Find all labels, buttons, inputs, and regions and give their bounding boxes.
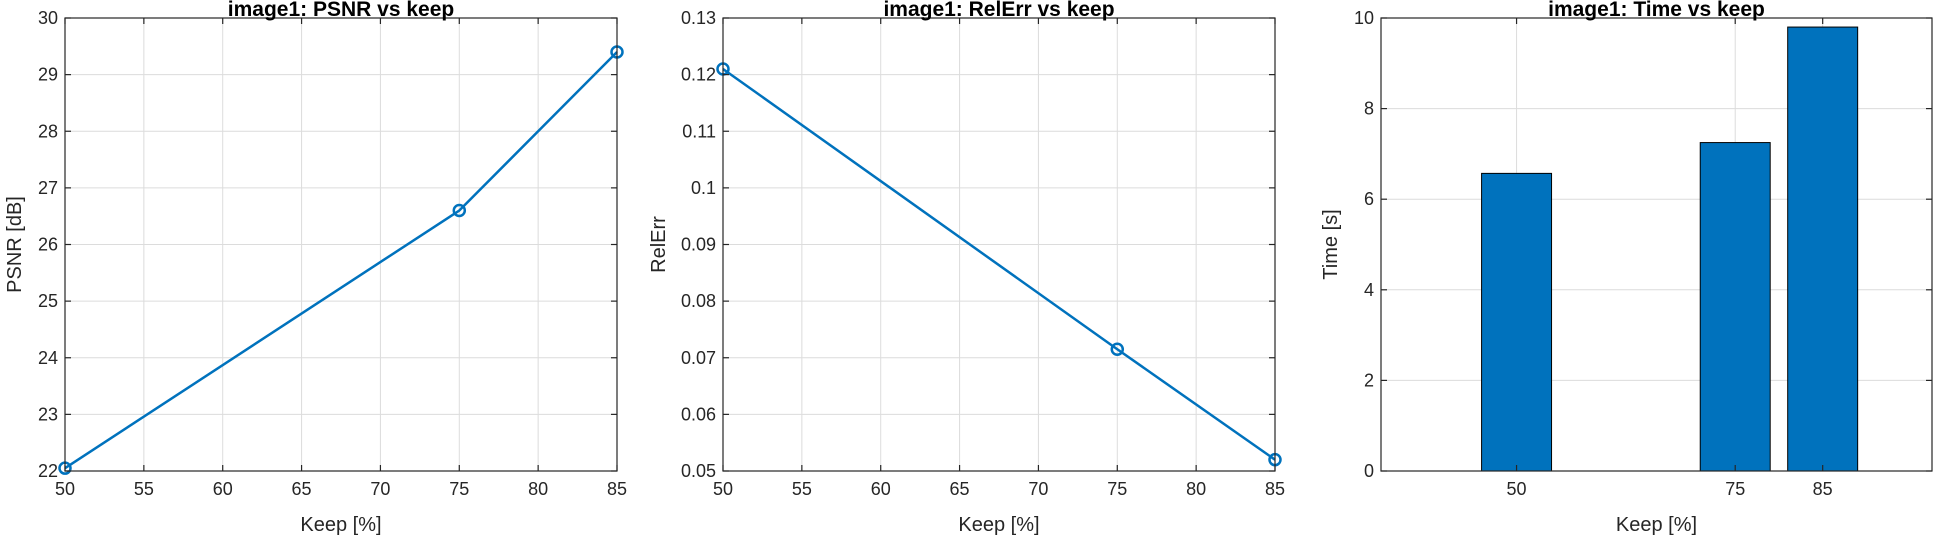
x-tick-label: 50 [55,479,75,499]
bar [1699,142,1771,472]
y-tick-label: 30 [38,8,58,28]
y-tick-label: 2 [1364,370,1374,390]
bar [1787,26,1859,472]
x-tick-label: 55 [134,479,154,499]
y-tick-label: 10 [1354,8,1374,28]
y-tick-label: 0.1 [691,178,716,198]
plot-area [1481,26,1859,472]
y-tick-label: 0 [1364,461,1374,481]
y-tick-label: 0.12 [681,65,716,85]
y-tick-label: 0.11 [682,121,716,141]
ticks: 50 55 60 65 70 75 80 85 0.05 0.06 0.07 0.08 0.09 0.1 0… [681,8,1285,499]
y-tick-label: 6 [1364,189,1374,209]
psnr-chart: 50 55 60 65 70 75 80 85 22 23 24 25 26 27 28 29 30 image… [4,0,627,536]
y-tick-label: 26 [38,235,58,255]
y-tick-label: 0.05 [681,461,716,481]
y-tick-label: 0.09 [681,235,716,255]
x-tick-label: 80 [1186,479,1206,499]
x-tick-label: 85 [1265,479,1285,499]
x-axis-label: Keep [%] [1616,514,1697,536]
x-axis-label: Keep [%] [300,514,381,536]
y-tick-label: 25 [38,291,58,311]
x-tick-label: 65 [292,479,312,499]
y-tick-label: 27 [38,178,58,198]
y-tick-label: 8 [1364,99,1374,119]
x-tick-label: 70 [370,479,390,499]
x-tick-label: 60 [871,479,891,499]
y-tick-label: 24 [38,348,58,368]
y-tick-label: 29 [38,65,58,85]
x-tick-label: 55 [792,479,812,499]
x-tick-label: 75 [1107,479,1127,499]
series-line [64,51,618,470]
x-tick-label: 80 [528,479,548,499]
chart-title: image1: Time vs keep [1548,0,1765,21]
axes-frame [1380,17,1933,472]
bar [1481,172,1553,472]
y-tick-label: 0.06 [681,404,716,424]
x-tick-label: 85 [607,479,627,499]
y-tick-label: 0.08 [681,291,716,311]
y-tick-label: 28 [38,121,58,141]
x-axis-label: Keep [%] [958,514,1039,536]
y-tick-label: 0.07 [681,348,716,368]
grid [64,17,618,472]
y-tick-label: 22 [38,461,58,481]
y-axis-label: RelErr [648,216,670,273]
y-tick-label: 23 [38,404,58,424]
data-point [452,203,467,218]
y-tick-label: 0.13 [681,8,716,28]
y-axis-label: PSNR [dB] [4,196,26,293]
chart-title: image1: PSNR vs keep [228,0,454,21]
time-chart: 50 75 85 0 2 4 6 8 10 image1: Time vs keep Keep … [1320,0,1933,536]
x-tick-label: 50 [1507,479,1527,499]
series-line [722,67,1276,461]
data-point [1110,342,1125,357]
x-tick-label: 60 [213,479,233,499]
x-tick-label: 85 [1813,479,1833,499]
x-tick-label: 75 [449,479,469,499]
relerr-chart: 50 55 60 65 70 75 80 85 0.05 0.06 0.07 0.08 0.09 0.1 0… [648,0,1285,536]
x-tick-label: 70 [1028,479,1048,499]
y-tick-label: 4 [1364,280,1374,300]
x-tick-label: 50 [713,479,733,499]
ticks: 50 55 60 65 70 75 80 85 22 23 24 25 26 27 28 29 30 [38,8,627,499]
x-tick-label: 65 [950,479,970,499]
ticks: 50 75 85 0 2 4 6 8 10 [1354,8,1932,499]
x-tick-label: 75 [1725,479,1745,499]
y-axis-label: Time [s] [1320,209,1342,279]
chart-title: image1: RelErr vs keep [883,0,1114,21]
